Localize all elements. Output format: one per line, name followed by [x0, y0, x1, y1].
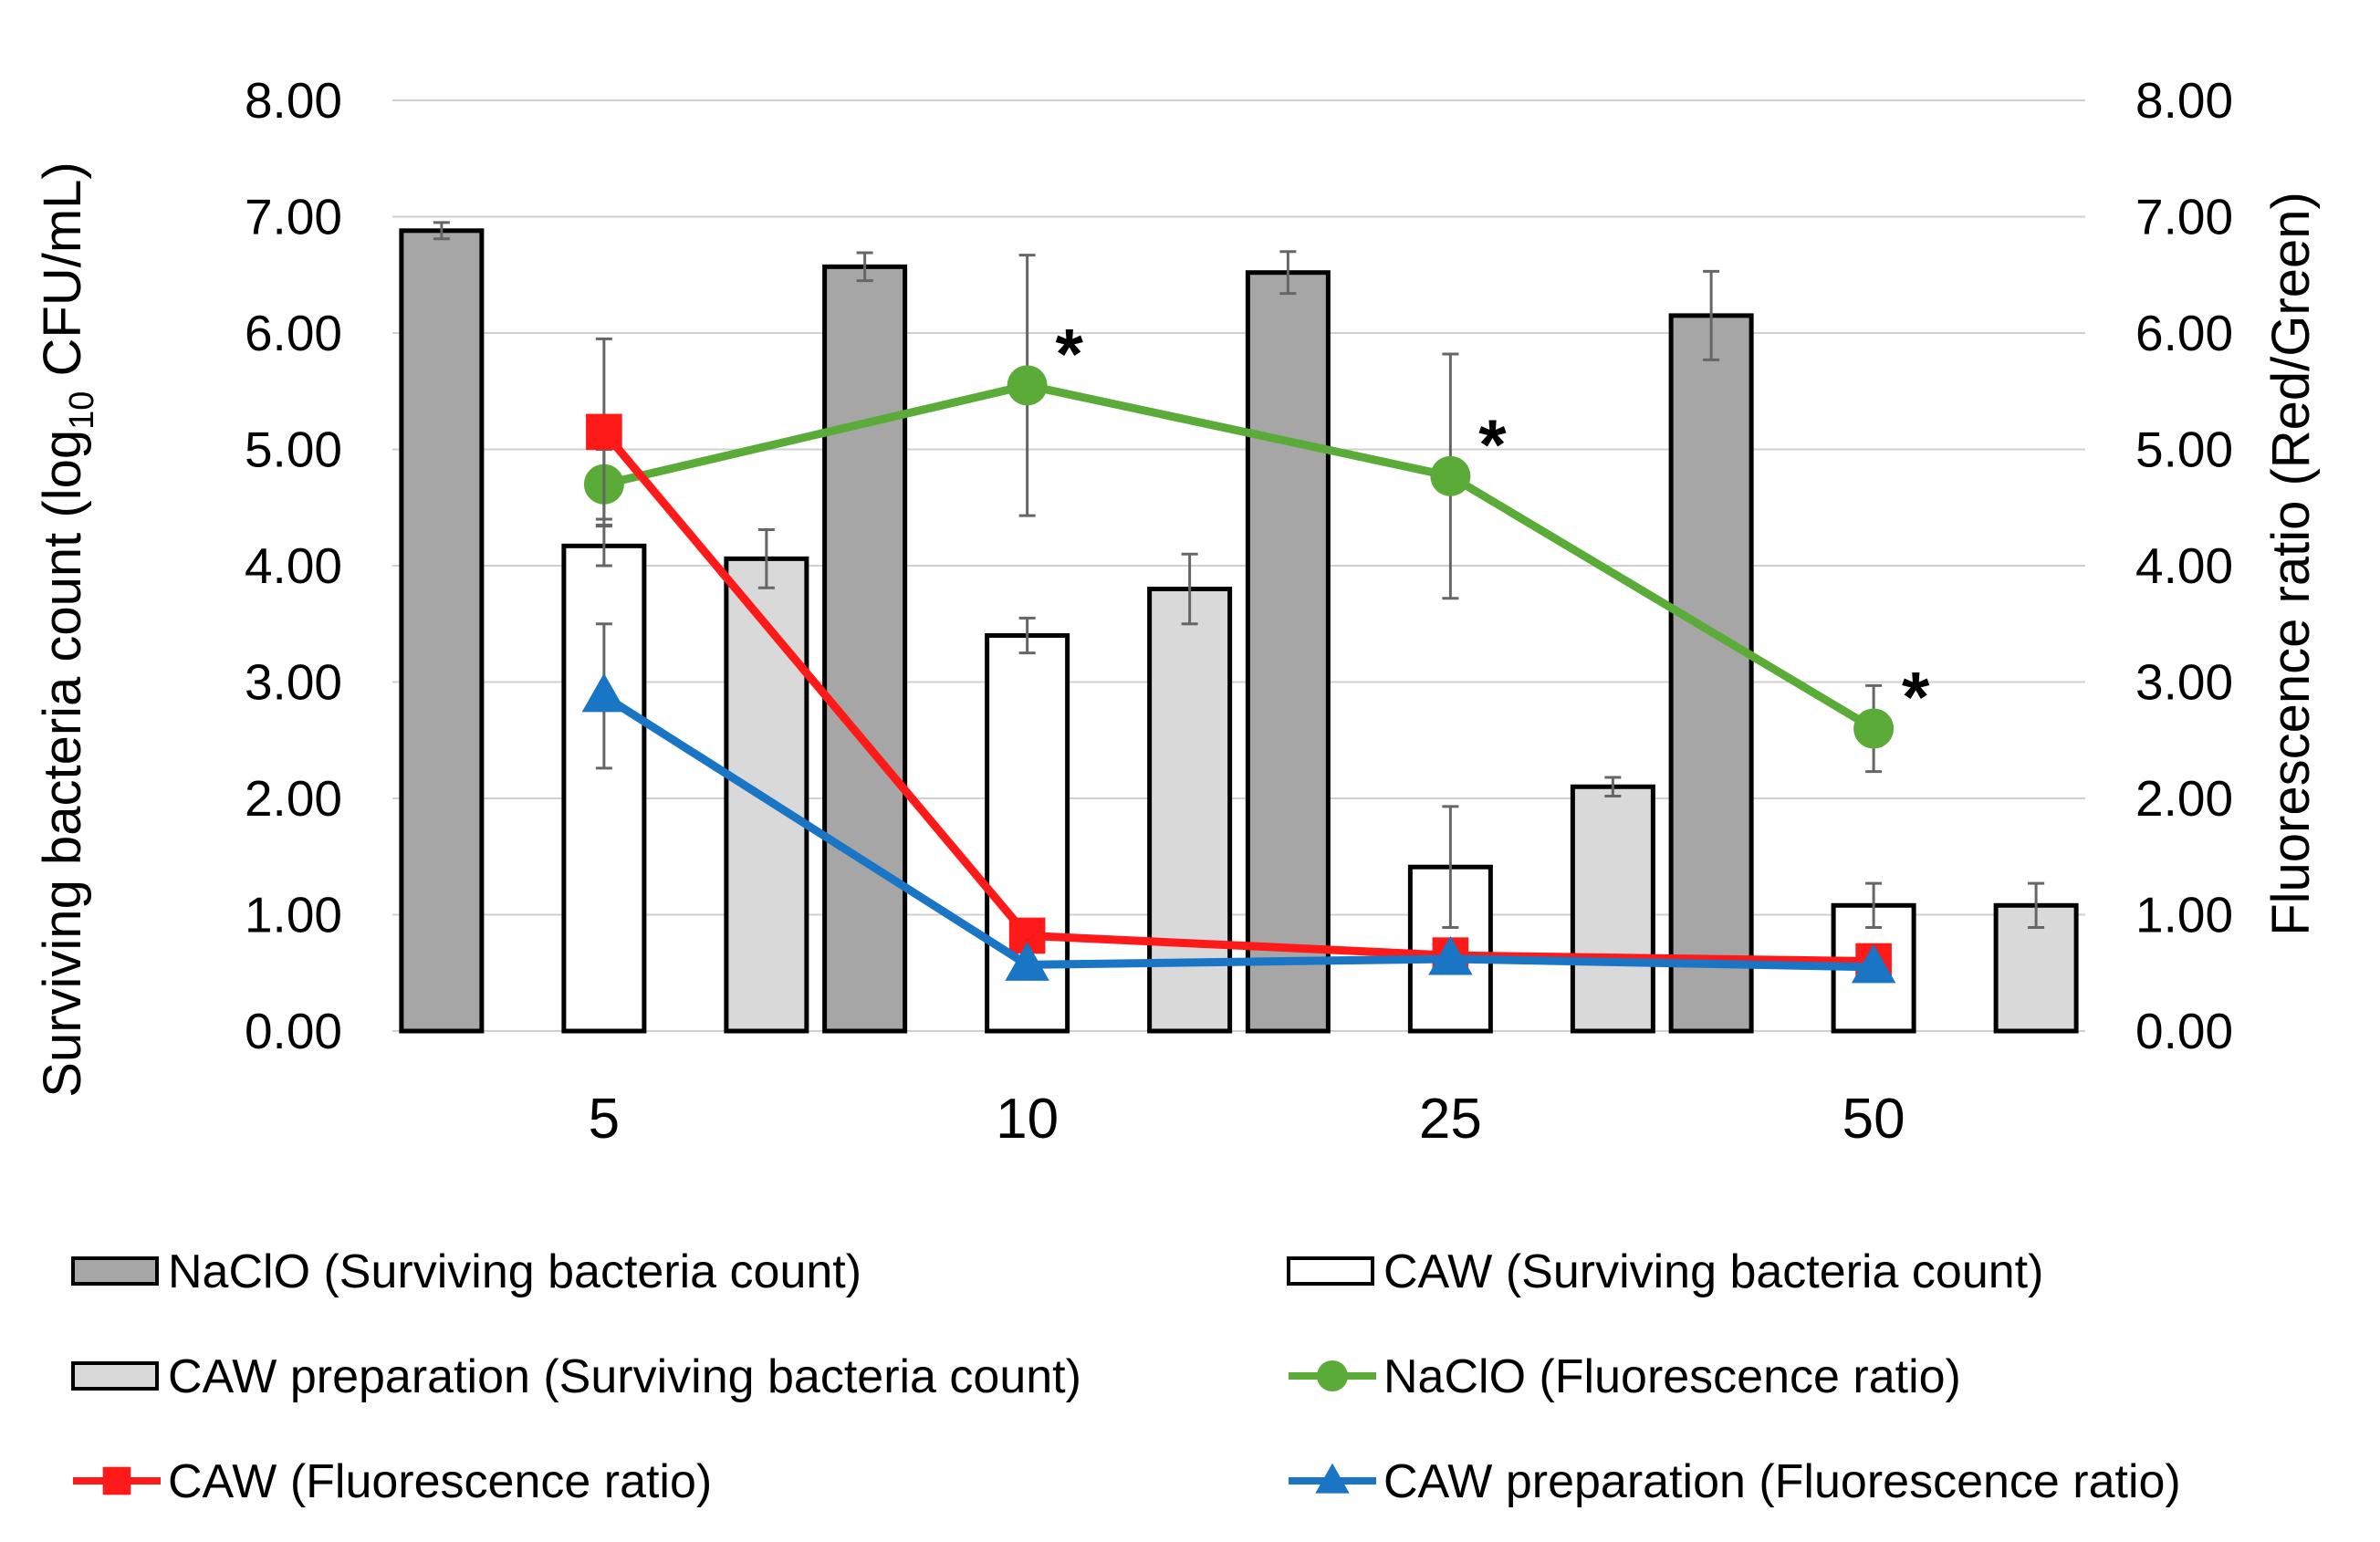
line-point	[1315, 1463, 1350, 1494]
bar	[822, 264, 908, 1034]
series-line	[600, 429, 1874, 965]
line-point	[586, 413, 622, 451]
right-y-axis-ticks: 0.00 1.00 2.00 3.00 4.00 5.00 6.00 7.00 8.00	[2135, 72, 2233, 1059]
line-point	[102, 1466, 131, 1495]
x-tick-label: 50	[1842, 1088, 1905, 1151]
gridlines	[392, 99, 2085, 1032]
left-y-axis-title: Surviving bacteria count (log10 CFU/mL)	[33, 161, 101, 1097]
significance-mark: *	[1902, 657, 1930, 737]
line-point	[1853, 708, 1895, 749]
bar	[1668, 313, 1754, 1034]
left-y-tick-label: 2.00	[245, 770, 342, 827]
left-y-tick-label: 6.00	[245, 305, 342, 361]
right-y-tick-label: 4.00	[2135, 537, 2233, 594]
line-point	[1851, 943, 1896, 984]
line-marks: * * *	[581, 254, 1930, 984]
left-y-axis-ticks: 0.00 1.00 2.00 3.00 4.00 5.00 6.00 7.00 8.00	[245, 72, 342, 1059]
x-tick-label: 5	[589, 1088, 620, 1151]
left-y-tick-label: 3.00	[245, 654, 342, 711]
right-y-tick-label: 7.00	[2135, 189, 2233, 245]
right-y-tick-label: 6.00	[2135, 305, 2233, 361]
legend-label: CAW (Fluorescence ratio)	[168, 1455, 712, 1508]
significance-mark: *	[1478, 404, 1507, 484]
bar	[399, 228, 485, 1034]
line-point	[581, 672, 627, 713]
right-y-tick-label: 8.00	[2135, 72, 2233, 129]
legend-label: NaClO (Fluorescence ratio)	[1383, 1350, 1961, 1403]
right-y-tick-label: 2.00	[2135, 770, 2233, 827]
left-y-axis-title-suffix: CFU/mL)	[33, 161, 92, 391]
series-line	[601, 693, 1874, 972]
line-point	[1428, 935, 1473, 975]
bar	[1147, 587, 1233, 1034]
legend-swatch	[71, 1361, 159, 1391]
legend-swatch	[71, 1256, 159, 1286]
legend-label: CAW preparation (Surviving bacteria coun…	[168, 1350, 1081, 1403]
bar	[1570, 784, 1655, 1034]
legend-label: CAW preparation (Fluorescence ratio)	[1383, 1455, 2181, 1508]
right-y-tick-label: 3.00	[2135, 654, 2233, 711]
left-y-tick-label: 4.00	[245, 537, 342, 594]
left-y-tick-label: 7.00	[245, 189, 342, 245]
legend-swatch	[1287, 1256, 1374, 1286]
left-y-tick-label: 0.00	[245, 1003, 342, 1059]
line-point	[1007, 365, 1048, 406]
left-y-axis-title-subscript: 10	[63, 391, 101, 430]
bar	[561, 543, 647, 1034]
x-tick-label: 25	[1419, 1088, 1482, 1151]
significance-mark: *	[1055, 313, 1083, 393]
line-point	[1430, 455, 1471, 496]
series-line	[602, 380, 1876, 733]
line-point	[1005, 942, 1049, 981]
x-axis-ticks: 5 10 25 50	[589, 1088, 1905, 1151]
left-y-tick-label: 8.00	[245, 72, 342, 129]
legend-label: CAW (Surviving bacteria count)	[1383, 1245, 2043, 1298]
bar	[1245, 270, 1331, 1034]
right-y-tick-label: 5.00	[2135, 422, 2233, 478]
x-tick-label: 10	[996, 1088, 1059, 1151]
bar-marks	[399, 221, 2079, 1034]
left-y-axis-title-prefix: Surviving bacteria count (log	[33, 430, 92, 1098]
left-y-tick-label: 1.00	[245, 887, 342, 943]
right-y-tick-label: 1.00	[2135, 887, 2233, 943]
line-point	[1317, 1360, 1348, 1391]
legend-label: NaClO (Surviving bacteria count)	[168, 1245, 861, 1298]
right-y-tick-label: 0.00	[2135, 1003, 2233, 1059]
legend: NaClO (Surviving bacteria count) CAW (Sur…	[71, 1245, 2181, 1508]
left-y-tick-label: 5.00	[245, 422, 342, 478]
right-y-axis-title: Fluorescence ratio (Red/Green)	[2261, 192, 2321, 936]
